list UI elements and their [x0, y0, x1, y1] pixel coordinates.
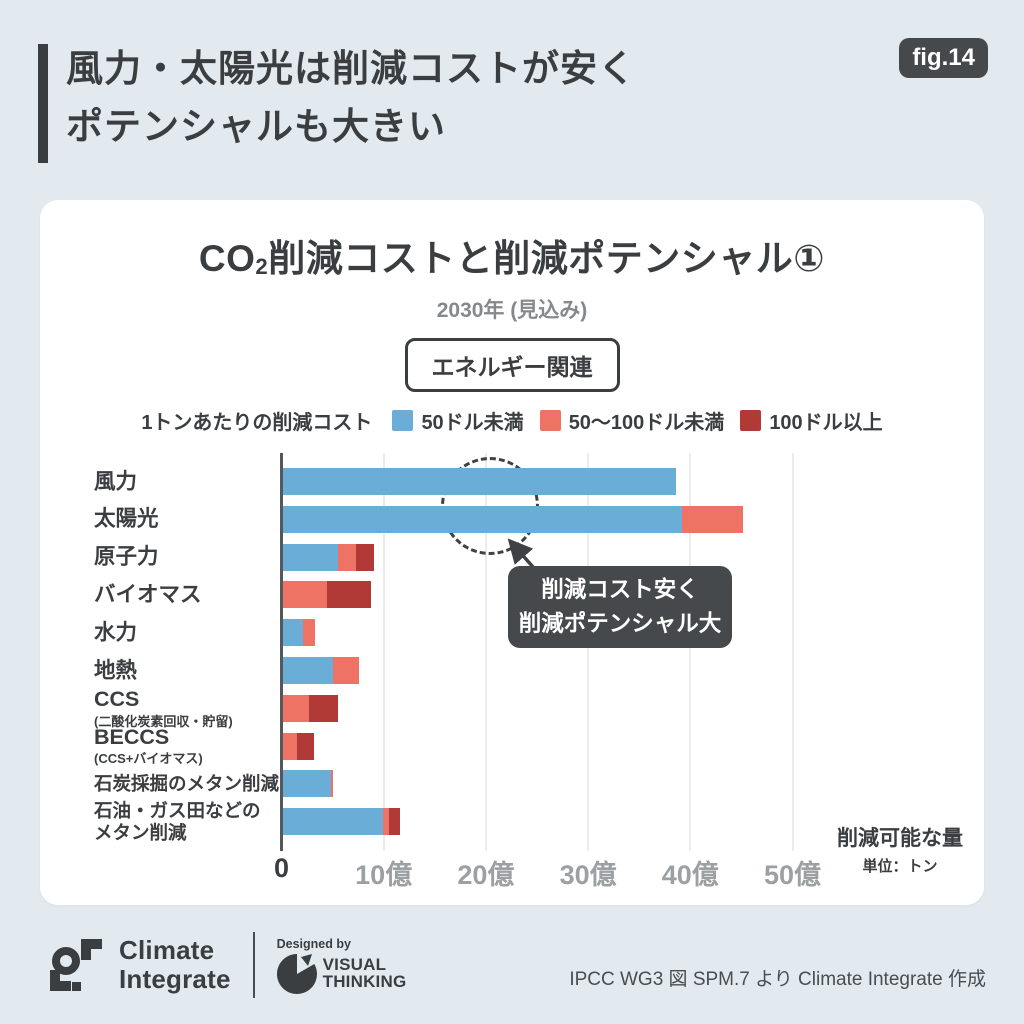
bar-segment	[326, 581, 371, 609]
vt-line1: VISUAL	[322, 955, 387, 975]
legend-item-under50: 50ドル未満	[392, 406, 524, 435]
category-label: 風力	[94, 468, 138, 493]
category-label: 原子力	[94, 544, 159, 569]
bar-segment	[283, 468, 677, 495]
bar-segment	[283, 770, 332, 798]
y-axis-line	[280, 453, 283, 851]
climate-integrate-logo-icon	[50, 939, 102, 991]
bar-segment	[681, 505, 743, 533]
chart-title-rest: 削減コストと削減ポテンシャル①	[268, 238, 826, 279]
callout-line1: 削減コスト安く	[541, 577, 699, 603]
x-tick-label: 30億	[559, 860, 617, 890]
page-title-line1: 風力・太陽光は削減コストが安く	[66, 48, 636, 89]
legend-label: 100ドル以上	[769, 412, 883, 434]
footer: Climate Integrate Designed by VISUAL THI…	[45, 928, 986, 1014]
category-label: 太陽光	[94, 506, 159, 531]
x-axis-label-unit: 単位：トン	[862, 858, 938, 875]
category-label: 石油・ガス田などの メタン削減	[94, 799, 261, 843]
visual-thinking-logo-icon	[276, 953, 317, 994]
designed-by-block: Designed by VISUAL THINKING	[277, 937, 407, 994]
legend-label: 50ドル未満	[421, 412, 524, 434]
x-axis-label-title: 削減可能な量	[837, 827, 963, 850]
bar-segment	[283, 505, 682, 533]
category-tag-wrap: エネルギー関連	[40, 338, 984, 392]
page-title: 風力・太陽光は削減コストが安く ポテンシャルも大きい	[66, 40, 636, 156]
gridline	[587, 453, 590, 851]
gridline	[382, 453, 385, 851]
category-label: 地熱	[94, 657, 138, 682]
footer-logos: Climate Integrate Designed by VISUAL THI…	[45, 932, 406, 998]
vt-line2: THINKING	[322, 971, 407, 991]
bar-segment	[283, 694, 309, 722]
bar-segment	[283, 619, 304, 647]
plot-area: 削減可能な量 単位：トン 削減コスト安く 削減ポテンシャル大 0 10億 20億 30…	[40, 200, 984, 905]
callout-box: 削減コスト安く 削減ポテンシャル大	[508, 566, 732, 648]
x-tick-label: 20億	[457, 860, 515, 890]
legend-swatch-blue	[392, 410, 414, 431]
category-tag: エネルギー関連	[404, 338, 620, 392]
category-label: BECCS (CCS+バイオマス)	[94, 725, 203, 767]
x-tick-label: 10億	[355, 860, 413, 890]
gridline	[484, 453, 487, 851]
chart-title-subscript: 2	[255, 253, 269, 279]
legend-swatch-salmon	[539, 410, 561, 431]
legend-label: 50〜100ドル未満	[568, 412, 725, 434]
bar-segment	[389, 808, 400, 836]
category-label: CCS (二酸化炭素回収・貯留)	[94, 687, 233, 729]
bar-segment	[308, 694, 339, 722]
gridline	[791, 453, 794, 851]
bar-segment	[283, 581, 327, 609]
bar-segment	[338, 543, 356, 571]
page-title-line2: ポテンシャルも大きい	[66, 106, 446, 147]
x-tick-label: 0	[273, 853, 290, 883]
logo-line1: Climate	[119, 935, 215, 966]
gridline	[689, 453, 692, 851]
bar-segment	[383, 808, 390, 836]
bar-segment	[331, 770, 334, 798]
chart-title: CO2削減コストと削減ポテンシャル①	[40, 228, 984, 282]
bar-segment	[303, 619, 315, 647]
figure-number-badge: fig.14	[899, 38, 988, 78]
bar-segment	[283, 657, 334, 684]
x-tick-label: 50億	[763, 860, 822, 890]
title-accent-bar	[38, 44, 48, 163]
callout-line2: 削減ポテンシャル大	[518, 611, 722, 636]
logo-line2: Integrate	[119, 964, 231, 994]
x-axis-label: 削減可能な量 単位：トン	[815, 822, 985, 876]
visual-thinking-logo-text: VISUAL THINKING	[322, 955, 407, 991]
footer-divider	[252, 932, 255, 998]
category-label: 石炭採掘のメタン削減	[94, 772, 280, 794]
bar-segment	[333, 657, 359, 684]
bar-segment	[283, 808, 384, 836]
bar-segment	[283, 543, 339, 571]
climate-integrate-logo-text: Climate Integrate	[119, 936, 231, 993]
bar-segment	[283, 732, 298, 760]
chart-card: CO2削減コストと削減ポテンシャル① 2030年 (見込み) エネルギー関連 1…	[40, 200, 984, 905]
source-credit: IPCC WG3 図 SPM.7 より Climate Integrate 作成	[569, 969, 986, 990]
legend-item-over100: 100ドル以上	[740, 406, 883, 435]
legend-item-50to100: 50〜100ドル未満	[539, 406, 725, 435]
chart-title-prefix: CO	[198, 238, 256, 279]
x-tick-label: 40億	[661, 860, 719, 890]
legend-title: 1トンあたりの削減コスト	[141, 412, 373, 434]
category-label: バイオマス	[94, 582, 202, 607]
legend-swatch-darkred	[740, 410, 762, 431]
chart-subtitle: 2030年 (見込み)	[436, 299, 588, 322]
category-label: 水力	[94, 620, 138, 645]
legend: 1トンあたりの削減コスト 50ドル未満 50〜100ドル未満 100ドル以上	[40, 406, 984, 435]
designed-by-label: Designed by	[276, 936, 351, 951]
bar-segment	[297, 732, 314, 760]
bar-segment	[355, 543, 374, 571]
